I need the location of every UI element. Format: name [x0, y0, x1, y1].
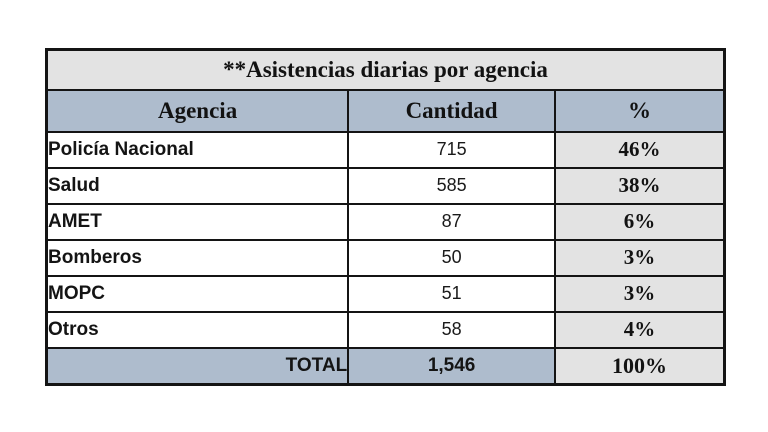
table-row-policia-nacional: Policía Nacional 715 46% [45, 130, 726, 169]
agency-name: MOPC [45, 274, 350, 313]
column-header-percent: % [553, 88, 726, 133]
total-row: TOTAL 1,546 100% [45, 346, 726, 386]
agency-percent: 4% [553, 310, 726, 349]
agency-percent: 46% [553, 130, 726, 169]
agency-percent: 3% [553, 274, 726, 313]
column-header-cantidad: Cantidad [347, 88, 556, 133]
asistencias-table: **Asistencias diarias por agencia Agenci… [45, 48, 726, 386]
agency-percent: 3% [553, 238, 726, 277]
agency-name: Otros [45, 310, 350, 349]
agency-percent: 38% [553, 166, 726, 205]
agency-name: Salud [45, 166, 350, 205]
total-label: TOTAL [45, 346, 350, 386]
agency-count: 50 [347, 238, 556, 277]
total-percent: 100% [553, 346, 726, 386]
agency-count: 585 [347, 166, 556, 205]
agency-count: 58 [347, 310, 556, 349]
table-row-mopc: MOPC 51 3% [45, 274, 726, 313]
header-row: Agencia Cantidad % [45, 88, 726, 133]
agency-count: 715 [347, 130, 556, 169]
table-row-otros: Otros 58 4% [45, 310, 726, 349]
agency-name: Bomberos [45, 238, 350, 277]
column-header-agencia: Agencia [45, 88, 350, 133]
agency-percent: 6% [553, 202, 726, 241]
title-row: **Asistencias diarias por agencia [45, 48, 726, 91]
table-title: **Asistencias diarias por agencia [45, 48, 726, 91]
total-count: 1,546 [347, 346, 556, 386]
table-row-amet: AMET 87 6% [45, 202, 726, 241]
table-row-bomberos: Bomberos 50 3% [45, 238, 726, 277]
table-row-salud: Salud 585 38% [45, 166, 726, 205]
agency-name: AMET [45, 202, 350, 241]
agency-name: Policía Nacional [45, 130, 350, 169]
agency-count: 87 [347, 202, 556, 241]
agency-count: 51 [347, 274, 556, 313]
